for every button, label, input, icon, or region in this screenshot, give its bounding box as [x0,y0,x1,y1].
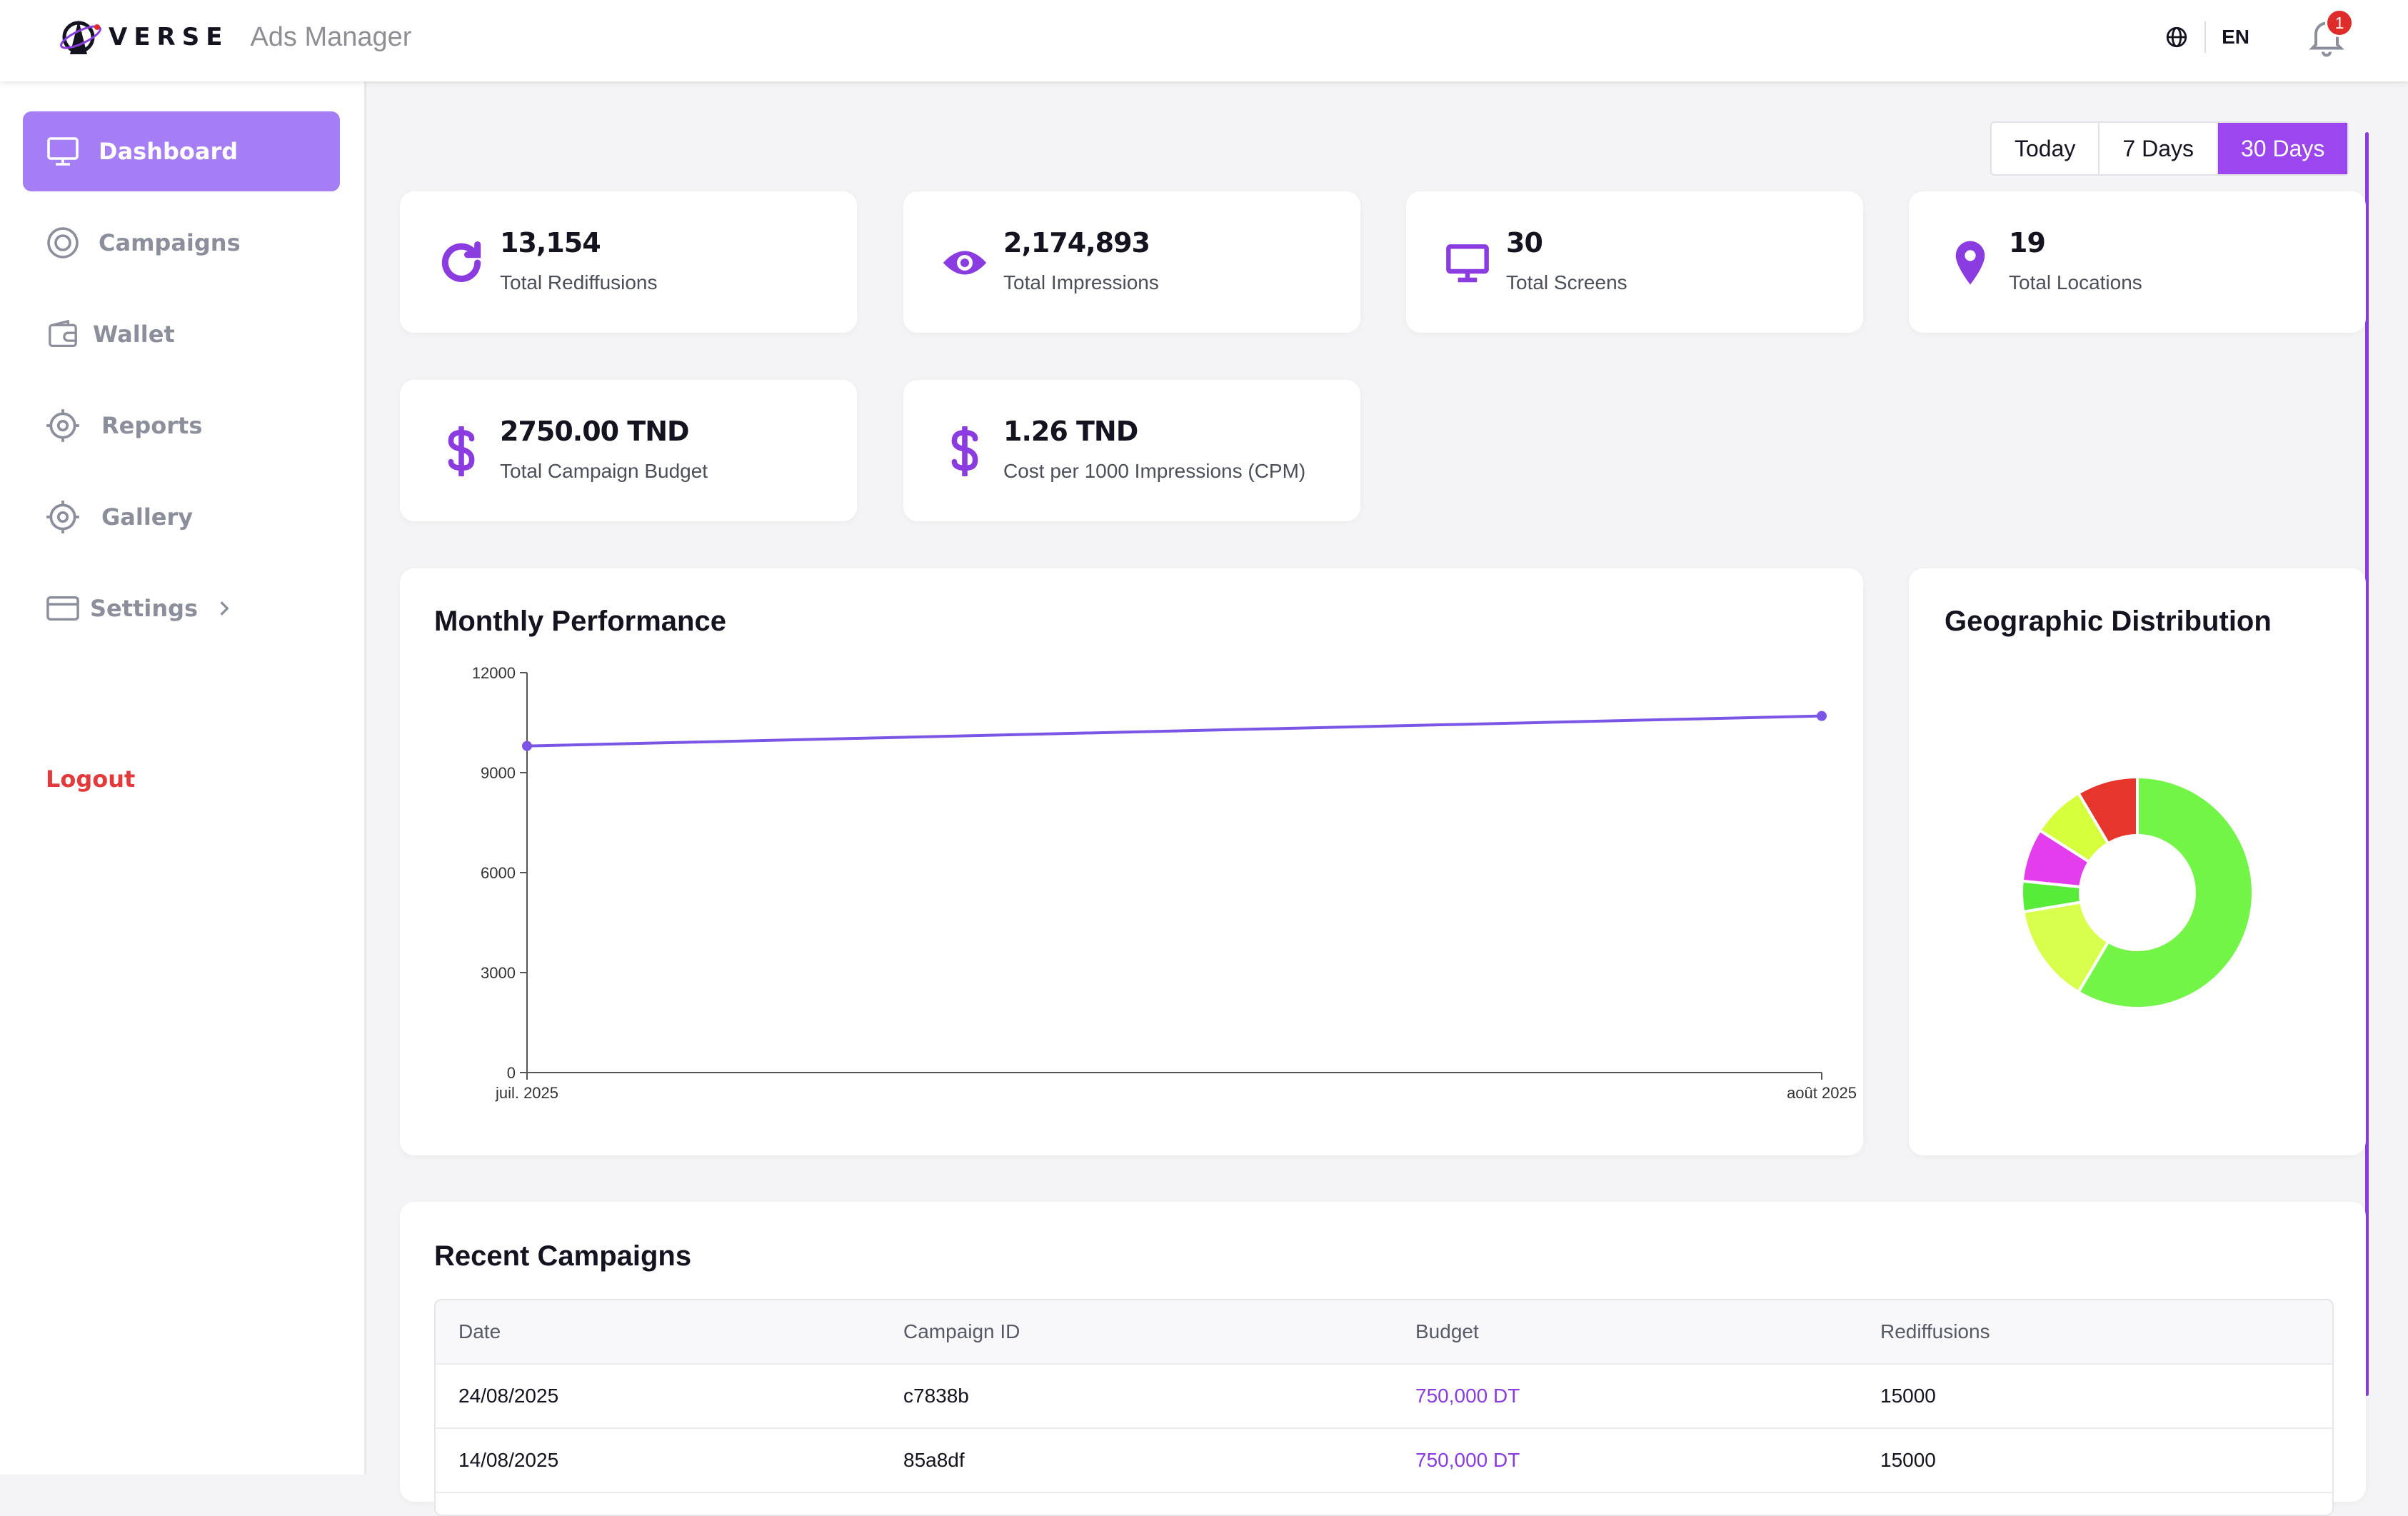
column-header-campaign-id: Campaign ID [903,1320,1020,1342]
cell-campaign-id: 85a8df [903,1449,965,1471]
card-icon [43,588,83,628]
section-title: Recent Campaigns [434,1240,692,1272]
location-pin-icon [1942,234,1999,291]
crosshair-icon [43,406,83,446]
refresh-icon [433,234,490,291]
stat-label: Total Rediffusions [500,271,658,293]
notification-badge: 1 [2325,9,2354,37]
stat-card-cpm: 1.26 TND Cost per 1000 Impressions (CPM) [903,380,1360,521]
stat-card-budget: 2750.00 TND Total Campaign Budget [400,380,857,521]
stat-label: Total Campaign Budget [500,460,708,482]
monthly-performance-card: Monthly Performance 0 3000 6000 9000 12000 ju… [400,568,1863,1155]
app-name: Ads Manager [250,21,412,52]
sidebar-item-settings[interactable]: Settings [23,568,340,648]
column-header-budget: Budget [1415,1320,1479,1342]
range-7-days-button[interactable]: 7 Days [2100,123,2218,174]
recent-campaigns-table: Date Campaign ID Budget Rediffusions 24/… [434,1299,2334,1516]
stat-value: 19 [2009,227,2046,258]
screen-icon [1439,234,1496,291]
y-tick-label: 9000 [481,764,516,782]
logout-button[interactable]: Logout [46,765,136,793]
stat-value: 2750.00 TND [500,416,690,447]
stat-value: 2,174,893 [1003,227,1150,258]
pie-slice [2076,775,2139,845]
y-tick-label: 3000 [481,964,516,982]
verse-logo-icon [60,20,101,54]
brand-logo[interactable]: VERSE Ads Manager [57,16,411,59]
chevron-right-icon [220,601,229,616]
range-30-days-button[interactable]: 30 Days [2217,123,2348,174]
scrollbar[interactable] [2365,132,2369,1396]
stat-value: 1.26 TND [1003,416,1138,447]
geographic-distribution-chart [2020,775,2254,1010]
sidebar-item-label: Reports [101,412,203,439]
cell-rediffusions: 15000 [1880,1385,1936,1407]
sidebar-item-label: Dashboard [99,138,239,165]
stat-label: Total Locations [2009,271,2142,293]
cell-campaign-id: c7838b [903,1385,969,1407]
stat-label: Total Impressions [1003,271,1159,293]
stat-value: 13,154 [500,227,601,258]
data-point [522,741,532,751]
y-tick-label: 0 [507,1064,516,1082]
geographic-distribution-card: Geographic Distribution [1909,568,2366,1155]
wallet-icon [43,314,83,354]
stat-card-locations: 19 Total Locations [1909,191,2366,333]
sidebar-item-wallet[interactable]: Wallet [23,294,340,374]
target-icon [43,223,83,263]
cell-date: 14/08/2025 [458,1449,559,1471]
dollar-icon [936,423,993,480]
cell-date: 24/08/2025 [458,1385,559,1407]
cell-budget: 750,000 DT [1415,1449,1520,1471]
monthly-performance-chart: 0 3000 6000 9000 12000 juil. 2025 août 2025 [472,664,1857,1102]
column-header-rediffusions: Rediffusions [1880,1320,1990,1342]
x-tick-label: juil. 2025 [495,1084,558,1102]
section-title: Monthly Performance [434,606,726,637]
sidebar-item-label: Wallet [93,321,175,348]
notifications-button[interactable]: 1 [2305,9,2354,60]
x-tick-label: août 2025 [1787,1084,1857,1102]
pie-slice [2076,775,2254,1010]
sidebar-item-label: Gallery [101,503,194,531]
sidebar-item-campaigns[interactable]: Campaigns [23,203,340,283]
range-today-button[interactable]: Today [1992,123,2100,174]
stat-label: Cost per 1000 Impressions (CPM) [1003,460,1306,482]
dollar-icon [433,423,490,480]
stat-value: 30 [1506,227,1543,258]
y-tick-label: 12000 [472,664,516,682]
table-row[interactable]: 14/08/2025 85a8df 750,000 DT 15000 [436,1429,2332,1493]
date-range-selector: Today 7 Days 30 Days [1990,121,2349,176]
globe-icon[interactable] [2164,25,2189,49]
table-header: Date Campaign ID Budget Rediffusions [436,1300,2332,1365]
stat-card-screens: 30 Total Screens [1406,191,1863,333]
column-header-date: Date [458,1320,501,1342]
brand-name: VERSE [109,23,229,51]
table-row[interactable]: 24/08/2025 c7838b 750,000 DT 15000 [436,1365,2332,1429]
language-selector[interactable]: EN [2222,26,2249,48]
y-tick-label: 6000 [481,864,516,882]
eye-icon [936,234,993,291]
divider [2204,21,2207,53]
cell-rediffusions: 15000 [1880,1449,1936,1471]
sidebar: Dashboard Campaigns Wallet Reports Galle… [0,81,366,1475]
sidebar-item-dashboard[interactable]: Dashboard [23,111,340,191]
data-point [1817,711,1827,721]
sidebar-item-label: Settings [90,595,199,622]
cell-budget: 750,000 DT [1415,1385,1520,1407]
crosshair-icon [43,497,83,537]
stat-card-impressions: 2,174,893 Total Impressions [903,191,1360,333]
stat-label: Total Screens [1506,271,1627,293]
series-line [526,714,1822,748]
stat-card-rediffusions: 13,154 Total Rediffusions [400,191,857,333]
top-bar: VERSE Ads Manager EN 1 [0,0,2408,81]
monitor-icon [43,131,83,171]
section-title: Geographic Distribution [1945,606,2272,637]
sidebar-item-gallery[interactable]: Gallery [23,477,340,557]
sidebar-item-label: Campaigns [99,229,241,256]
sidebar-item-reports[interactable]: Reports [23,386,340,466]
